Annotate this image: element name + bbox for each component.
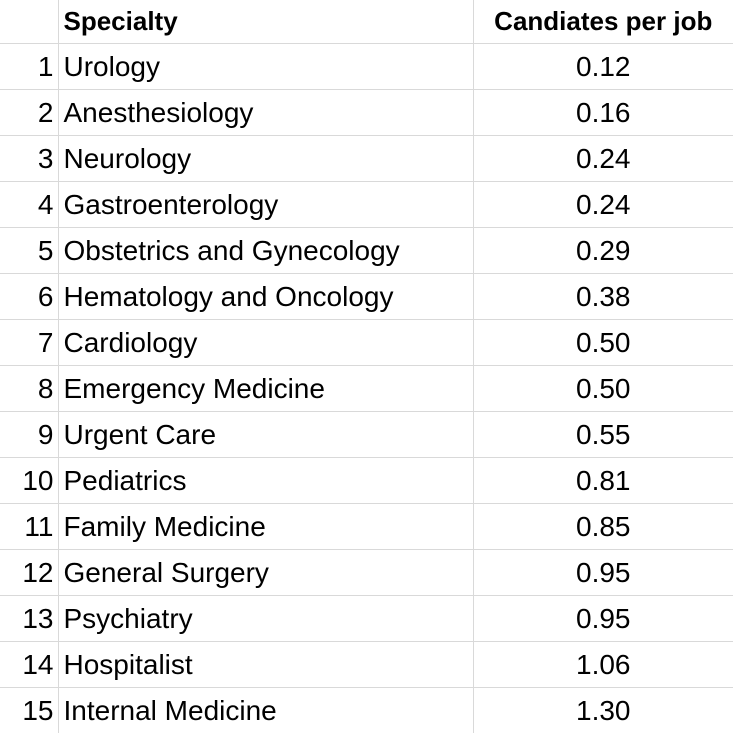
table-row: 8 Emergency Medicine 0.50 xyxy=(0,365,733,412)
candidates-per-job-cell[interactable]: 0.85 xyxy=(472,503,733,550)
row-index-cell[interactable]: 8 xyxy=(0,365,59,412)
table-row: 10 Pediatrics 0.81 xyxy=(0,457,733,504)
candidates-per-job-cell[interactable]: 0.38 xyxy=(472,273,733,320)
candidates-per-job-cell[interactable]: 0.24 xyxy=(472,135,733,182)
specialty-cell[interactable]: General Surgery xyxy=(57,549,474,596)
table-row: 1 Urology 0.12 xyxy=(0,43,733,90)
row-index-cell[interactable]: 4 xyxy=(0,181,59,228)
row-index-cell[interactable]: 14 xyxy=(0,641,59,688)
specialty-cell[interactable]: Pediatrics xyxy=(57,457,474,504)
candidates-per-job-header[interactable]: Candiates per job xyxy=(472,0,733,44)
candidates-per-job-cell[interactable]: 0.95 xyxy=(472,549,733,596)
table-row: 3 Neurology 0.24 xyxy=(0,135,733,182)
row-index-cell[interactable]: 7 xyxy=(0,319,59,366)
candidates-per-job-cell[interactable]: 0.29 xyxy=(472,227,733,274)
candidates-per-job-cell[interactable]: 0.81 xyxy=(472,457,733,504)
candidates-per-job-cell[interactable]: 0.95 xyxy=(472,595,733,642)
row-index-cell[interactable]: 6 xyxy=(0,273,59,320)
row-index-cell[interactable]: 13 xyxy=(0,595,59,642)
specialty-cell[interactable]: Internal Medicine xyxy=(57,687,474,733)
table-row: 15 Internal Medicine 1.30 xyxy=(0,687,733,733)
specialty-cell[interactable]: Obstetrics and Gynecology xyxy=(57,227,474,274)
index-header[interactable] xyxy=(0,0,59,44)
table-row: 7 Cardiology 0.50 xyxy=(0,319,733,366)
specialty-cell[interactable]: Urgent Care xyxy=(57,411,474,458)
specialty-cell[interactable]: Urology xyxy=(57,43,474,90)
table-row: 12 General Surgery 0.95 xyxy=(0,549,733,596)
row-index-cell[interactable]: 2 xyxy=(0,89,59,136)
candidates-per-job-cell[interactable]: 0.50 xyxy=(472,319,733,366)
specialty-cell[interactable]: Family Medicine xyxy=(57,503,474,550)
row-index-cell[interactable]: 11 xyxy=(0,503,59,550)
candidates-per-job-cell[interactable]: 1.06 xyxy=(472,641,733,688)
table-row: 11 Family Medicine 0.85 xyxy=(0,503,733,550)
specialty-cell[interactable]: Anesthesiology xyxy=(57,89,474,136)
specialty-header[interactable]: Specialty xyxy=(57,0,474,44)
table-row: 9 Urgent Care 0.55 xyxy=(0,411,733,458)
candidates-per-job-cell[interactable]: 1.30 xyxy=(472,687,733,733)
table-row: 4 Gastroenterology 0.24 xyxy=(0,181,733,228)
specialty-cell[interactable]: Cardiology xyxy=(57,319,474,366)
row-index-cell[interactable]: 9 xyxy=(0,411,59,458)
table-row: 14 Hospitalist 1.06 xyxy=(0,641,733,688)
header-row: Specialty Candiates per job xyxy=(0,0,733,44)
table-row: 6 Hematology and Oncology 0.38 xyxy=(0,273,733,320)
candidates-per-job-cell[interactable]: 0.55 xyxy=(472,411,733,458)
row-index-cell[interactable]: 12 xyxy=(0,549,59,596)
table-body: 1 Urology 0.12 2 Anesthesiology 0.16 3 Neurolog… xyxy=(0,43,733,733)
specialty-cell[interactable]: Gastroenterology xyxy=(57,181,474,228)
candidates-per-job-cell[interactable]: 0.24 xyxy=(472,181,733,228)
row-index-cell[interactable]: 5 xyxy=(0,227,59,274)
specialty-cell[interactable]: Emergency Medicine xyxy=(57,365,474,412)
specialty-cell[interactable]: Hospitalist xyxy=(57,641,474,688)
table-row: 13 Psychiatry 0.95 xyxy=(0,595,733,642)
specialty-cell[interactable]: Psychiatry xyxy=(57,595,474,642)
specialty-cell[interactable]: Hematology and Oncology xyxy=(57,273,474,320)
candidates-per-job-cell[interactable]: 0.50 xyxy=(472,365,733,412)
row-index-cell[interactable]: 3 xyxy=(0,135,59,182)
candidates-per-job-cell[interactable]: 0.16 xyxy=(472,89,733,136)
table-row: 5 Obstetrics and Gynecology 0.29 xyxy=(0,227,733,274)
candidates-per-job-cell[interactable]: 0.12 xyxy=(472,43,733,90)
table-row: 2 Anesthesiology 0.16 xyxy=(0,89,733,136)
row-index-cell[interactable]: 10 xyxy=(0,457,59,504)
specialty-cell[interactable]: Neurology xyxy=(57,135,474,182)
row-index-cell[interactable]: 1 xyxy=(0,43,59,90)
row-index-cell[interactable]: 15 xyxy=(0,687,59,733)
